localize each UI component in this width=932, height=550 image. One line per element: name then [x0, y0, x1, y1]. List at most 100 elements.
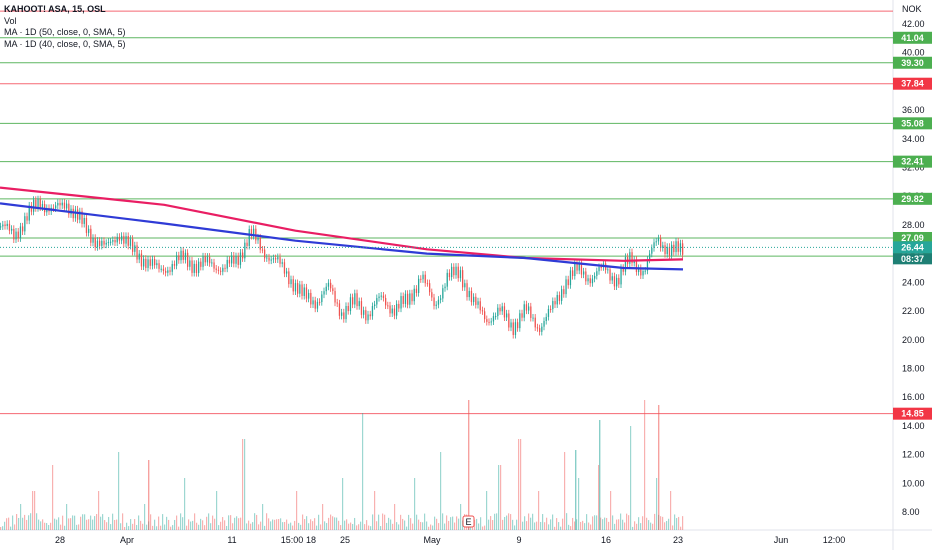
candle-body [398, 303, 400, 309]
candle-body [470, 290, 473, 303]
volume-bar [552, 514, 554, 530]
y-tick-label: 8.00 [902, 507, 920, 517]
countdown-label: 08:37 [901, 254, 924, 264]
candle-body [541, 326, 543, 332]
volume-bar [634, 521, 636, 530]
candle-body [55, 205, 57, 209]
candle-body [217, 269, 220, 271]
volume-bar [348, 523, 350, 530]
candle-body [374, 304, 376, 307]
candle-body [411, 293, 413, 302]
volume-bar [378, 514, 380, 530]
volume-bar [408, 514, 410, 530]
volume-bar [68, 518, 70, 530]
volume-bar [140, 520, 142, 530]
candle-body [624, 257, 627, 272]
ma40-line[interactable] [0, 202, 684, 271]
candle-body [407, 293, 409, 305]
volume-bar [410, 518, 412, 530]
volume-bar [582, 520, 584, 530]
candle-body [83, 217, 85, 224]
candle-body [338, 303, 341, 316]
candle-body [127, 236, 129, 246]
candle-body [651, 248, 653, 254]
volume-bar [180, 513, 182, 530]
y-tick-label: 40.00 [902, 48, 925, 58]
volume-bar [646, 517, 648, 530]
y-tick-label: 28.00 [902, 220, 925, 230]
ma40-legend[interactable]: MA · 1D (40, close, 0, SMA, 5) [4, 38, 126, 49]
candle-body [514, 322, 517, 335]
candle-body [671, 244, 673, 256]
volume-bar [486, 491, 488, 530]
volume-bar [288, 523, 290, 530]
candle-body [281, 262, 283, 264]
candle-body [242, 252, 244, 259]
candle-body [378, 296, 380, 299]
candle-body [376, 298, 378, 305]
volume-spike [148, 460, 150, 530]
candle-body [343, 312, 345, 320]
candle-body [367, 314, 369, 321]
candle-body [556, 295, 558, 305]
level-price-label: 39.30 [901, 58, 924, 68]
volume-bar [648, 520, 650, 530]
volume-bar [400, 514, 402, 530]
volume-bar [574, 521, 576, 530]
volume-bar [606, 517, 608, 530]
volume-bar [540, 521, 542, 530]
volume-bar [450, 517, 452, 530]
volume-bar [20, 504, 22, 530]
volume-bar [520, 439, 522, 530]
volume-bar [354, 517, 356, 530]
ma50-line[interactable] [0, 186, 684, 262]
volume-bar [298, 522, 300, 530]
volume-bar [518, 439, 520, 530]
volume-bar [198, 524, 200, 530]
candle-body [283, 262, 286, 274]
candle-body [594, 275, 596, 279]
symbol-title[interactable]: KAHOOT! ASA, 15, OSL [4, 4, 106, 14]
volume-bar [100, 516, 102, 530]
volume-bar [336, 517, 338, 530]
chart-legend: KAHOOT! ASA, 15, OSL Vol MA · 1D (50, cl… [4, 4, 126, 50]
volume-bar [86, 519, 88, 530]
candle-body [290, 279, 292, 285]
volume-bar [280, 518, 282, 530]
volume-bar [608, 521, 610, 530]
volume-bar [480, 517, 482, 530]
candle-body [209, 256, 211, 264]
volume-bar [412, 523, 414, 530]
candle-body [437, 299, 440, 305]
volume-bar [136, 524, 138, 530]
volume-bar [328, 517, 330, 530]
ma50-legend[interactable]: MA · 1D (50, close, 0, SMA, 5) [4, 27, 126, 37]
candle-body [0, 226, 2, 228]
volume-bar [592, 516, 594, 530]
candle-body [215, 268, 217, 270]
level-price-tag [893, 192, 932, 205]
candle-body [607, 269, 609, 271]
candle-body [462, 270, 464, 288]
candle-body [330, 282, 332, 289]
volume-bar [560, 526, 562, 530]
volume-bar [74, 515, 76, 530]
candle-body [231, 255, 233, 264]
candle-body [583, 271, 585, 275]
volume-bar [186, 525, 188, 530]
volume-legend[interactable]: Vol [4, 15, 17, 26]
candle-body [325, 286, 327, 292]
volume-bar [238, 518, 240, 530]
volume-bar [54, 518, 56, 530]
earnings-marker[interactable] [462, 515, 475, 528]
volume-bar [56, 519, 58, 530]
candle-body [162, 268, 165, 271]
candle-body [39, 199, 41, 208]
candle-body [629, 252, 631, 264]
candle-body [314, 300, 316, 309]
volume-bar [218, 525, 220, 530]
candle-body [301, 284, 303, 296]
y-tick-label: 42.00 [902, 19, 925, 29]
candle-body [429, 283, 431, 293]
